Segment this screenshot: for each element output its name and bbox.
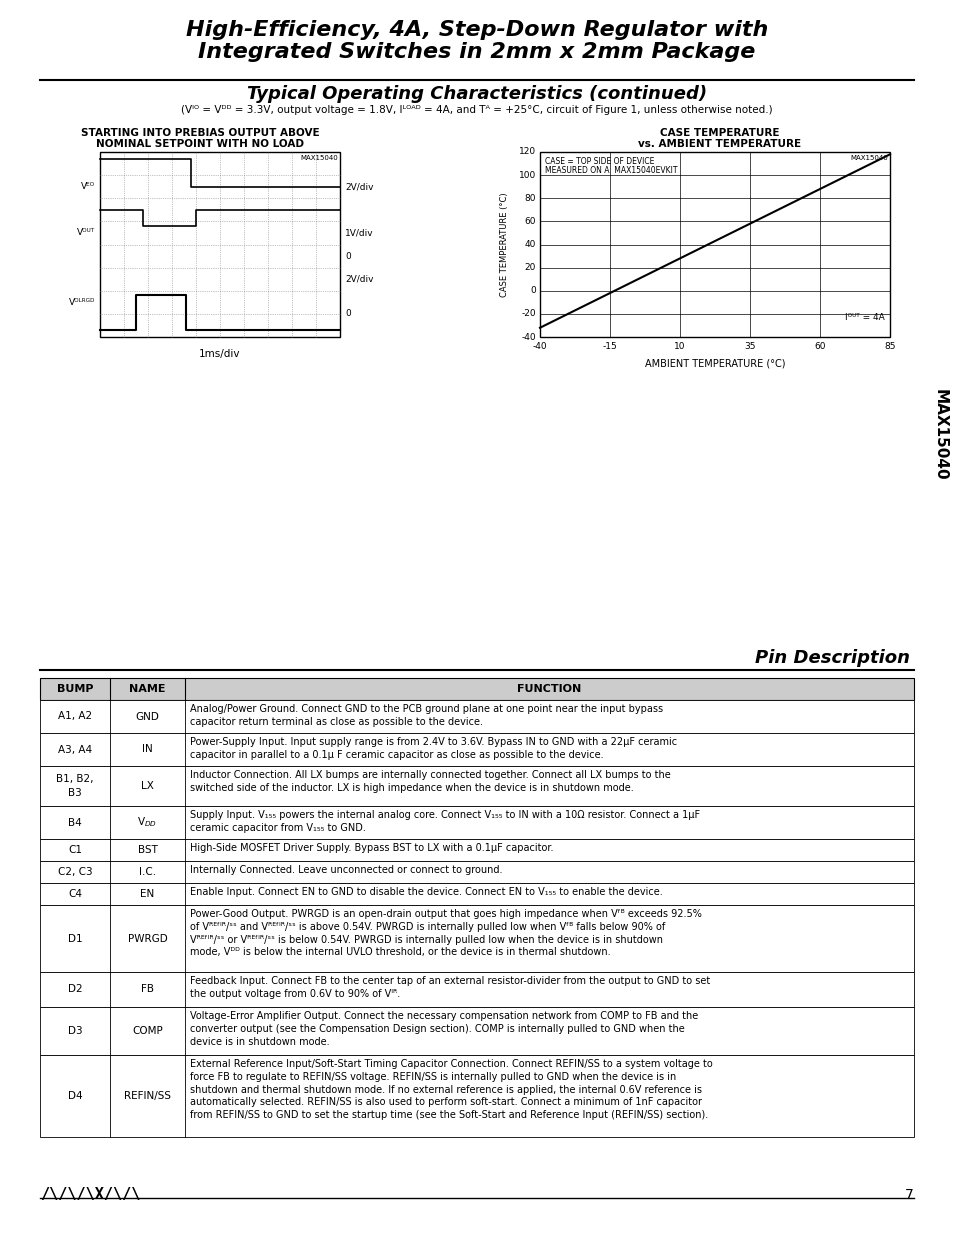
Text: (Vᴵᴼ = Vᴰᴰ = 3.3V, output voltage = 1.8V, Iᴸᴼᴬᴰ = 4A, and Tᴬ = +25°C, circuit of: (Vᴵᴼ = Vᴰᴰ = 3.3V, output voltage = 1.8V… [181, 105, 772, 115]
Bar [40, 839, 913, 861]
Text: 40: 40 [524, 240, 536, 249]
Text: 20: 20 [524, 263, 536, 272]
Text: COMP: COMP [132, 1026, 163, 1036]
Text: CASE TEMPERATURE: CASE TEMPERATURE [659, 128, 779, 138]
Text: 35: 35 [743, 342, 755, 351]
Text: vs. AMBIENT TEMPERATURE: vs. AMBIENT TEMPERATURE [638, 140, 801, 149]
Text: A1, A2: A1, A2 [58, 711, 92, 721]
Bar [40, 678, 913, 700]
Text: Feedback Input. Connect FB to the center tap of an external resistor-divider fro: Feedback Input. Connect FB to the center… [190, 976, 709, 999]
Text: Pin Description: Pin Description [754, 650, 909, 667]
Text: C2, C3: C2, C3 [57, 867, 92, 877]
Bar [40, 806, 913, 839]
Text: 60: 60 [524, 217, 536, 226]
Text: 0: 0 [345, 310, 351, 319]
Bar [40, 905, 913, 972]
Bar [40, 1055, 913, 1137]
Text: Power-Good Output. PWRGD is an open-drain output that goes high impedance when V: Power-Good Output. PWRGD is an open-drai… [190, 909, 701, 957]
Text: STARTING INTO PREBIAS OUTPUT ABOVE: STARTING INTO PREBIAS OUTPUT ABOVE [81, 128, 319, 138]
Text: Power-Supply Input. Input supply range is from 2.4V to 3.6V. Bypass IN to GND wi: Power-Supply Input. Input supply range i… [190, 737, 677, 760]
Text: MAX15040: MAX15040 [931, 389, 946, 480]
Text: AMBIENT TEMPERATURE (°C): AMBIENT TEMPERATURE (°C) [644, 359, 784, 369]
Text: LX: LX [141, 781, 153, 790]
Text: B1, B2,
B3: B1, B2, B3 [56, 774, 93, 798]
Text: GND: GND [135, 711, 159, 721]
Text: 10: 10 [674, 342, 685, 351]
Text: Vᴱᴼ: Vᴱᴼ [81, 183, 95, 191]
Text: V$_{DD}$: V$_{DD}$ [137, 815, 157, 830]
Text: C4: C4 [68, 889, 82, 899]
Text: D1: D1 [68, 934, 82, 944]
Bar [40, 883, 913, 905]
Text: MEASURED ON A  MAX15040EVKIT: MEASURED ON A MAX15040EVKIT [544, 165, 677, 175]
Text: -40: -40 [521, 332, 536, 342]
Text: CASE = TOP SIDE OF DEVICE: CASE = TOP SIDE OF DEVICE [544, 157, 654, 165]
Text: 80: 80 [524, 194, 536, 203]
Text: Enable Input. Connect EN to GND to disable the device. Connect EN to V₁₅₅ to ena: Enable Input. Connect EN to GND to disab… [190, 887, 662, 897]
Text: EN: EN [140, 889, 154, 899]
Text: BUMP: BUMP [56, 684, 93, 694]
Text: IN: IN [142, 745, 152, 755]
Text: -15: -15 [602, 342, 617, 351]
Text: Vᴼᵁᵀ: Vᴼᵁᵀ [76, 228, 95, 237]
Text: CASE TEMPERATURE (°C): CASE TEMPERATURE (°C) [500, 193, 509, 296]
Text: Supply Input. V₁₅₅ powers the internal analog core. Connect V₁₅₅ to IN with a 10: Supply Input. V₁₅₅ powers the internal a… [190, 810, 700, 832]
Text: 7: 7 [904, 1188, 913, 1202]
Text: D2: D2 [68, 984, 82, 994]
Text: 1V/div: 1V/div [345, 228, 374, 237]
Text: /\/\/\X/\/\: /\/\/\X/\/\ [40, 1187, 140, 1202]
Text: Internally Connected. Leave unconnected or connect to ground.: Internally Connected. Leave unconnected … [190, 864, 502, 876]
Text: High-Efficiency, 4A, Step-Down Regulator with: High-Efficiency, 4A, Step-Down Regulator… [186, 20, 767, 40]
Text: C1: C1 [68, 845, 82, 855]
Text: Analog/Power Ground. Connect GND to the PCB ground plane at one point near the i: Analog/Power Ground. Connect GND to the … [190, 704, 662, 727]
Bar [100, 152, 339, 337]
Bar [40, 861, 913, 883]
Text: MAX15040: MAX15040 [849, 156, 887, 161]
Text: 60: 60 [814, 342, 825, 351]
Bar [40, 700, 913, 734]
Text: 85: 85 [883, 342, 895, 351]
Text: FB: FB [141, 984, 153, 994]
Bar [40, 766, 913, 806]
Text: Voltage-Error Amplifier Output. Connect the necessary compensation network from : Voltage-Error Amplifier Output. Connect … [190, 1011, 698, 1046]
Text: 100: 100 [518, 170, 536, 179]
Text: REFIN/SS: REFIN/SS [124, 1091, 171, 1100]
Text: 120: 120 [518, 147, 536, 157]
Text: B4: B4 [68, 818, 82, 827]
Text: 0: 0 [345, 252, 351, 261]
Text: Vᴼᴸᴿᴳᴰ: Vᴼᴸᴿᴳᴰ [69, 298, 95, 306]
Text: D3: D3 [68, 1026, 82, 1036]
Bar [40, 972, 913, 1007]
Text: A3, A4: A3, A4 [58, 745, 92, 755]
Bar [40, 734, 913, 766]
Text: 0: 0 [530, 287, 536, 295]
Text: Iᴼᵁᵀ = 4A: Iᴼᵁᵀ = 4A [844, 312, 884, 322]
Text: PWRGD: PWRGD [128, 934, 167, 944]
Text: Inductor Connection. All LX bumps are internally connected together. Connect all: Inductor Connection. All LX bumps are in… [190, 769, 670, 793]
Text: -40: -40 [532, 342, 547, 351]
Text: NOMINAL SETPOINT WITH NO LOAD: NOMINAL SETPOINT WITH NO LOAD [96, 140, 304, 149]
Text: Typical Operating Characteristics (continued): Typical Operating Characteristics (conti… [247, 85, 706, 103]
Text: MAX15040: MAX15040 [300, 156, 337, 161]
Text: D4: D4 [68, 1091, 82, 1100]
Text: High-Side MOSFET Driver Supply. Bypass BST to LX with a 0.1μF capacitor.: High-Side MOSFET Driver Supply. Bypass B… [190, 844, 553, 853]
Text: 2V/div: 2V/div [345, 183, 374, 191]
Text: FUNCTION: FUNCTION [517, 684, 581, 694]
Text: BST: BST [137, 845, 157, 855]
Text: 2V/div: 2V/div [345, 274, 374, 284]
Text: 1ms/div: 1ms/div [199, 350, 240, 359]
Text: External Reference Input/Soft-Start Timing Capacitor Connection. Connect REFIN/S: External Reference Input/Soft-Start Timi… [190, 1058, 712, 1120]
Bar [40, 1007, 913, 1055]
Text: I.C.: I.C. [139, 867, 156, 877]
Text: Integrated Switches in 2mm x 2mm Package: Integrated Switches in 2mm x 2mm Package [198, 42, 755, 62]
Text: -20: -20 [521, 310, 536, 319]
Text: NAME: NAME [129, 684, 166, 694]
Bar [539, 152, 889, 337]
